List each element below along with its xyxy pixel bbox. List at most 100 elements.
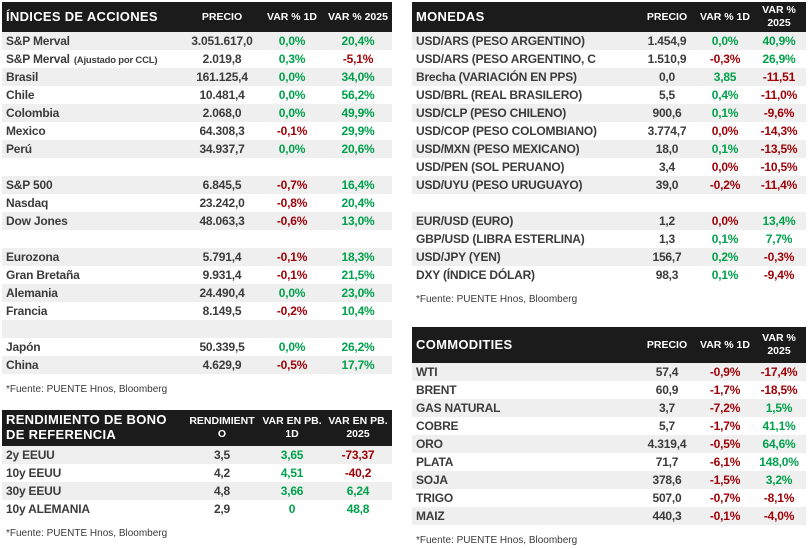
row-label: SOJA [412,473,636,487]
var-2025-value: -8,1% [763,491,795,505]
row-label-text: 10y EEUU [6,466,62,480]
right-column: MONEDAS PRECIO VAR % 1D VAR % 2025 USD/ARS (… [412,2,806,548]
price-value: 18,0 [655,142,679,156]
row-label-text: PLATA [416,455,454,469]
var-2025-value: 148,0% [759,455,799,469]
table-row: EUR/USD (EURO) 1,2 0,0% 13,4% [412,212,806,230]
var-1d-value: 0,1% [711,232,739,246]
var-2025-value: -73,37 [341,448,375,462]
var-1d-value: 0,4% [711,88,739,102]
row-label-text: 2y EEUU [6,448,55,462]
var-1d-value: -0,8% [276,196,308,210]
row-label-text: MAIZ [416,509,445,523]
row-label-text: TRIGO [416,491,453,505]
price-value: 5,5 [658,88,676,102]
row-label: WTI [412,365,636,379]
table-row: MAIZ 440,3 -0,1% -4,0% [412,507,806,525]
var-2025-value: 41,1% [762,419,796,433]
source-note: *Fuente: PUENTE Hnos, Bloomberg [416,294,578,305]
var-1d-value: -0,2% [709,178,741,192]
var-1d-value: -0,1% [276,250,308,264]
table-row: Colombia 2.068,0 0,0% 49,9% [2,104,392,122]
row-label: Francia [2,304,184,318]
price-value: 23.242,0 [199,196,245,210]
var-1d-value: -6,1% [709,455,741,469]
row-label-text: WTI [416,365,438,379]
table-row: 10y EEUU 4,2 4,51 -40,2 [2,464,392,482]
var-2025-value: -11,51 [762,70,796,84]
price-value: 3,7 [658,401,676,415]
row-label-text: Brasil [6,70,39,84]
table-row: USD/PEN (SOL PERUANO) 3,4 0,0% -10,5% [412,158,806,176]
price-value: 1,2 [658,214,676,228]
var-1d-value: 0,0% [278,88,306,102]
row-label: Perú [2,142,184,156]
price-value: 39,0 [655,178,679,192]
var-1d-value: 4,51 [280,466,304,480]
row-label: Mexico [2,124,184,138]
table-row: Gran Bretaña 9.931,4 -0,1% 21,5% [2,266,392,284]
price-value: 3,5 [213,448,231,462]
table-row: USD/MXN (PESO MEXICANO) 18,0 0,1% -13,5% [412,140,806,158]
row-label-text: GAS NATURAL [416,401,501,415]
row-label: USD/ARS (PESO ARGENTINO, C [412,52,636,66]
row-label-text: EUR/USD (EURO) [416,214,514,228]
price-value: 3.051.617,0 [191,34,253,48]
price-value: 5,7 [658,419,676,433]
var-1d-value: 0,0% [711,34,739,48]
row-label: Gran Bretaña [2,268,184,282]
col-header-price: PRECIO [646,338,688,351]
currencies-table-title: MONEDAS [416,8,485,24]
table-row: Brasil 161.125,4 0,0% 34,0% [2,68,392,86]
var-1d-value: 3,85 [713,70,737,84]
col-header-price: RENDIMIENTO [189,415,255,440]
col-header-var-1d: VAR % 1D [700,10,750,23]
row-label: Chile [2,88,184,102]
spacer-row [412,194,806,212]
table-row: USD/CLP (PESO CHILENO) 900,6 0,1% -9,6% [412,104,806,122]
row-label-text: 30y EEUU [6,484,62,498]
var-1d-value: 0,1% [711,268,739,282]
var-2025-value: -14,3% [760,124,798,138]
price-value: 0,0 [658,70,676,84]
indices-table-header: ÍNDICES DE ACCIONES PRECIO VAR % 1D VAR % 2… [2,2,392,32]
row-label-text: Gran Bretaña [6,268,80,282]
var-2025-value: 16,4% [341,178,375,192]
table-row: Mexico 64.308,3 -0,1% 29,9% [2,122,392,140]
price-value: 48.063,3 [199,214,245,228]
var-2025-value: 56,2% [341,88,375,102]
row-label-text: 10y ALEMANIA [6,502,90,516]
var-1d-value: -0,7% [276,178,308,192]
row-label: Brasil [2,70,184,84]
row-label: COBRE [412,419,636,433]
table-row: USD/BRL (REAL BRASILERO) 5,5 0,4% -11,0% [412,86,806,104]
row-label-text: Mexico [6,124,46,138]
row-label-text: Dow Jones [6,214,68,228]
table-row: S&P Merval 3.051.617,0 0,0% 20,4% [2,32,392,50]
price-value: 1,3 [658,232,676,246]
table-row: Perú 34.937,7 0,0% 20,6% [2,140,392,158]
var-2025-value: 6,24 [346,484,370,498]
col-header-var-1d: VAR % 1D [267,10,317,23]
table-row: USD/COP (PESO COLOMBIANO) 3.774,7 0,0% -14,… [412,122,806,140]
price-value: 9.931,4 [202,268,242,282]
table-row: TRIGO 507,0 -0,7% -8,1% [412,489,806,507]
row-label: China [2,358,184,372]
price-value: 4.319,4 [647,437,687,451]
price-value: 5.791,4 [202,250,242,264]
source-note: *Fuente: PUENTE Hnos, Bloomberg [6,384,168,395]
col-header-var-1d: VAR EN PB. 1D [262,415,322,440]
price-value: 2,9 [213,502,231,516]
var-2025-value: 13,4% [762,214,796,228]
var-2025-value: 34,0% [341,70,375,84]
price-value: 2.019,8 [202,52,242,66]
row-label-text: ORO [416,437,443,451]
var-1d-value: -0,1% [276,268,308,282]
row-label-text: China [6,358,39,372]
row-label: USD/COP (PESO COLOMBIANO) [412,124,636,138]
var-2025-value: -0,3% [763,250,795,264]
table-row: S&P Merval (Ajustado por CCL) 2.019,8 0,3% -… [2,50,392,68]
spacer-row [2,158,392,176]
table-row: Alemania 24.490,4 0,0% 23,0% [2,284,392,302]
table-row: Brecha (VARIACIÓN EN PPS) 0,0 3,85 -11,51 [412,68,806,86]
